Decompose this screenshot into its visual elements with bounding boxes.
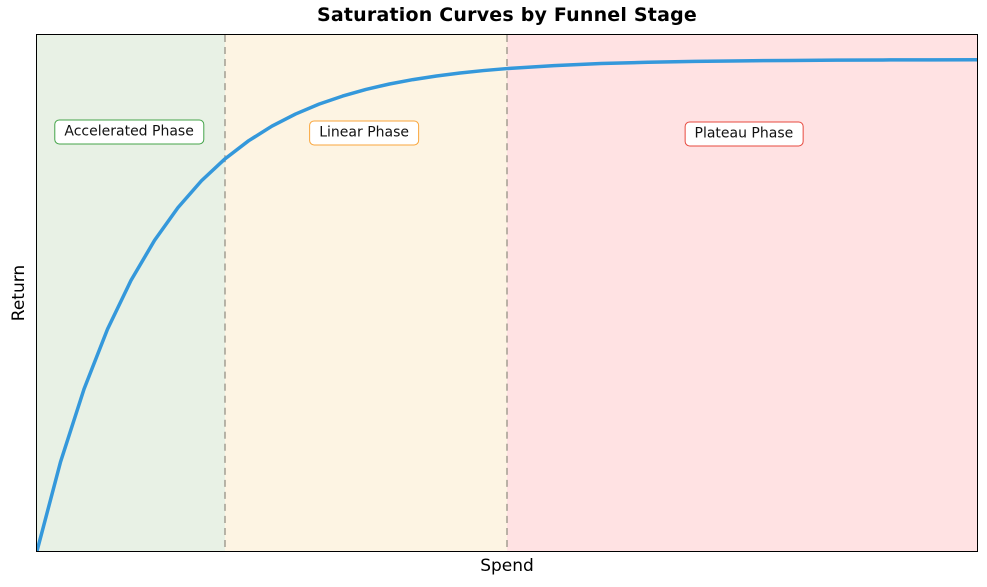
plot-area: Accelerated Phase Linear Phase Plateau P… bbox=[36, 34, 978, 552]
phase-label-plateau: Plateau Phase bbox=[684, 121, 804, 147]
chart-title: Saturation Curves by Funnel Stage bbox=[316, 4, 698, 26]
y-axis-label: Return bbox=[9, 264, 29, 322]
plot-svg bbox=[37, 35, 977, 551]
phase-label-linear: Linear Phase bbox=[309, 120, 419, 146]
phase-label-accelerated: Accelerated Phase bbox=[54, 119, 204, 145]
x-axis-label: Spend bbox=[480, 556, 534, 576]
